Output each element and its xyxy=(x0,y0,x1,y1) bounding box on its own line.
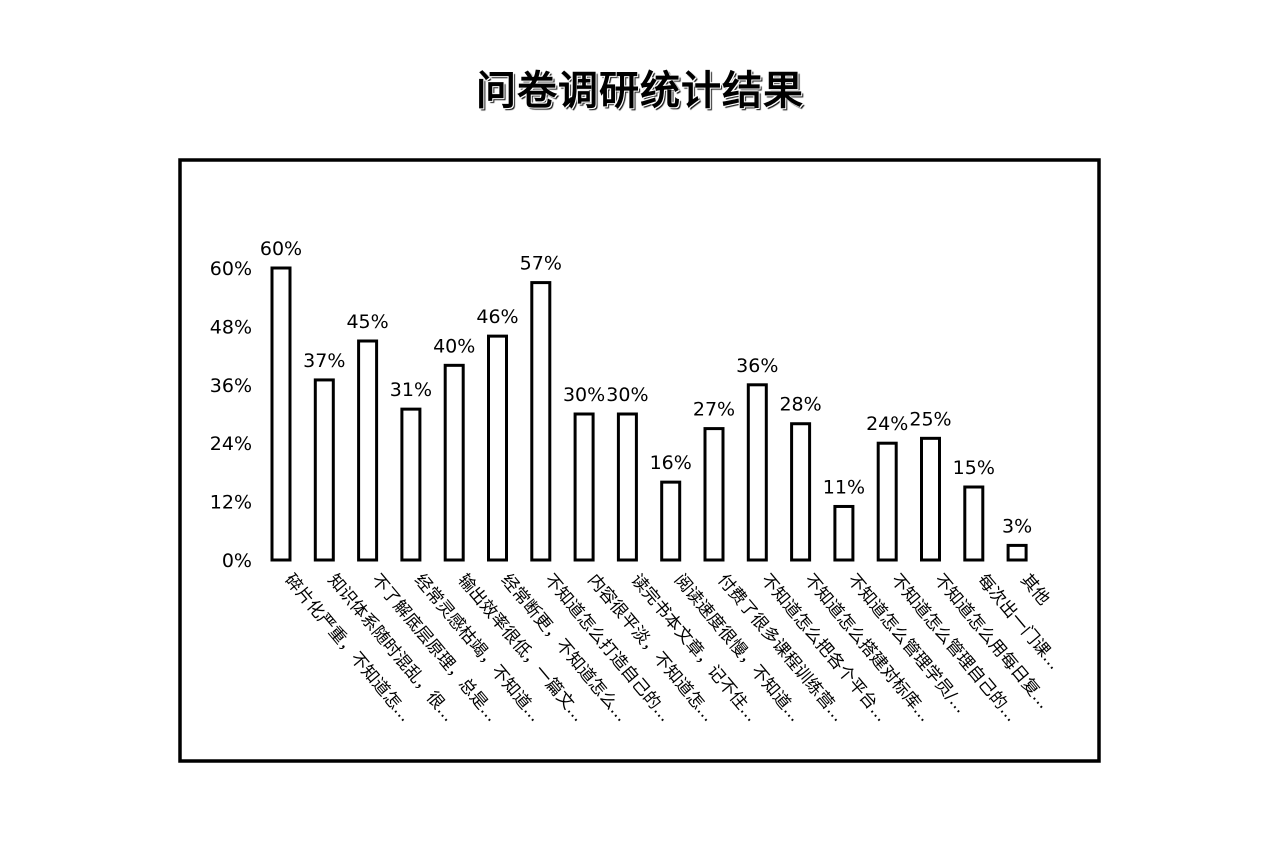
data-label: 15% xyxy=(953,457,995,479)
data-label: 46% xyxy=(476,306,518,328)
bar xyxy=(443,363,465,562)
data-label: 16% xyxy=(650,452,692,474)
bar xyxy=(313,378,335,562)
data-label: 36% xyxy=(736,355,778,377)
data-label: 31% xyxy=(390,379,432,401)
data-label: 40% xyxy=(433,335,475,357)
bar xyxy=(573,412,595,562)
y-tick-label: 0% xyxy=(222,550,252,572)
data-label: 25% xyxy=(909,408,951,430)
data-label: 37% xyxy=(303,350,345,372)
y-tick-label: 24% xyxy=(210,433,252,455)
bar xyxy=(400,407,422,562)
data-label: 30% xyxy=(563,384,605,406)
data-label: 30% xyxy=(606,384,648,406)
data-label: 11% xyxy=(823,476,865,498)
bar xyxy=(833,504,855,562)
bar xyxy=(270,266,292,562)
y-tick-label: 60% xyxy=(210,258,252,280)
data-label: 60% xyxy=(260,238,302,260)
bars xyxy=(270,266,1028,562)
bar xyxy=(1006,543,1028,562)
bar xyxy=(616,412,638,562)
y-axis: 0% 12% 24% 36% 48% 60% xyxy=(210,258,252,572)
bar xyxy=(746,383,768,562)
bar xyxy=(876,441,898,562)
y-tick-label: 48% xyxy=(210,316,252,338)
data-label: 57% xyxy=(520,253,562,275)
bar xyxy=(703,427,725,562)
data-labels: 60% 37%45% 31%40%46% 57% 30% 30% 16% 27%36%28% 1… xyxy=(260,238,1032,537)
y-tick-label: 36% xyxy=(210,375,252,397)
data-label: 27% xyxy=(693,399,735,421)
data-label: 45% xyxy=(346,311,388,333)
bar xyxy=(660,480,682,562)
bar xyxy=(920,436,941,562)
bar xyxy=(530,281,552,562)
bar xyxy=(357,339,379,562)
bar xyxy=(790,422,812,562)
chart-title: 问卷调研统计结果 xyxy=(476,68,804,114)
data-label: 24% xyxy=(866,413,908,435)
bar xyxy=(487,334,508,562)
data-label: 28% xyxy=(779,394,821,416)
y-tick-label: 12% xyxy=(210,492,252,514)
data-label: 3% xyxy=(1002,515,1032,537)
bar xyxy=(963,485,985,562)
